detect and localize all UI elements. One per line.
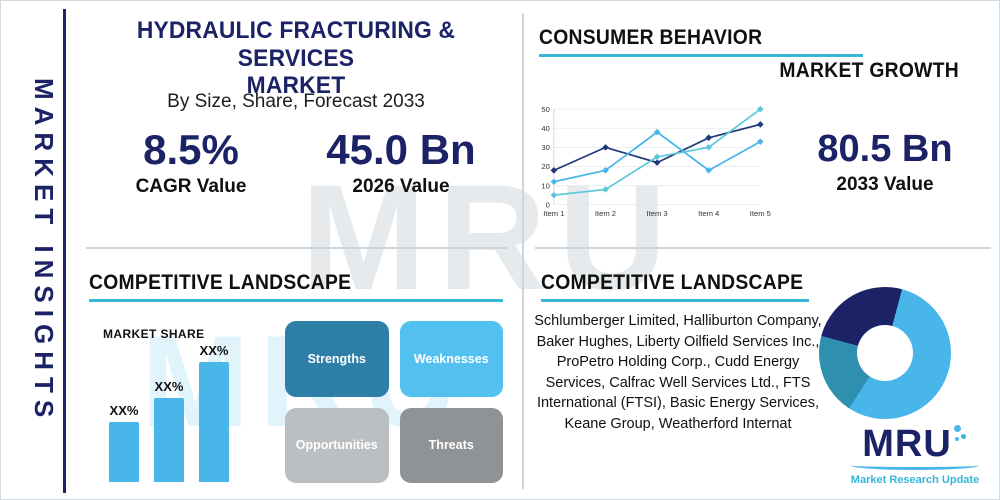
page-subtitle: By Size, Share, Forecast 2033 [167, 91, 425, 112]
growth-line-chart: 0 10 20 30 40 50 Item 1 Item 2 Item 3 Item 4 Item … [541, 105, 771, 218]
center-vertical-divider [522, 13, 524, 489]
cagr-value: 8.5% [143, 126, 239, 173]
sidebar-vertical-divider [63, 9, 66, 493]
bar-value-label: XX% [154, 379, 184, 394]
label-2026: 2026 Value [352, 176, 450, 198]
sidebar-market-insights-label: MARKET INSIGHTS [29, 77, 59, 425]
svg-text:50: 50 [541, 105, 549, 114]
svg-text:Item 4: Item 4 [698, 209, 720, 218]
donut-hole [857, 325, 913, 381]
left-horizontal-divider [86, 247, 508, 249]
swot-opportunities: Opportunities [285, 407, 389, 483]
right-horizontal-divider [535, 247, 991, 249]
heading-competitive-landscape-left: COMPETITIVE LANDSCAPE [89, 271, 352, 294]
market-share-bar-1: XX% [109, 403, 139, 482]
bar [154, 398, 184, 482]
swot-weaknesses: Weaknesses [399, 321, 503, 397]
swot-grid: Strengths Weaknesses Opportunities Threats [285, 321, 503, 483]
value-2033: 80.5 Bn [817, 128, 953, 170]
svg-text:Item 3: Item 3 [647, 209, 668, 218]
stat-2026-value: 45.0 Bn 2026 Value [296, 126, 506, 198]
bar [109, 422, 139, 482]
market-share-bar-3: XX% [199, 343, 229, 482]
svg-text:0: 0 [546, 200, 550, 209]
bar-value-label: XX% [199, 343, 229, 358]
competitive-landscape-right-underline [541, 299, 809, 302]
bar-value-label: XX% [109, 403, 139, 418]
mru-logo-swoosh-icon [851, 461, 979, 470]
consumer-behavior-underline [539, 54, 863, 57]
svg-text:40: 40 [541, 124, 549, 133]
market-share-label: MARKET SHARE [103, 327, 205, 341]
competitive-landscape-left-underline [89, 299, 503, 302]
heading-market-growth: MARKET GROWTH [779, 59, 959, 82]
swot-threats: Threats [399, 407, 503, 483]
svg-text:Item 1: Item 1 [543, 209, 564, 218]
page-title: HYDRAULIC FRACTURING & SERVICES MARKET [136, 17, 456, 100]
svg-text:20: 20 [541, 162, 549, 171]
bar [199, 362, 229, 482]
svg-text:Item 5: Item 5 [750, 209, 771, 218]
companies-list: Schlumberger Limited, Halliburton Compan… [534, 313, 822, 432]
svg-text:10: 10 [541, 181, 549, 190]
svg-text:30: 30 [541, 143, 549, 152]
mru-logo-tagline: Market Research Update [850, 474, 980, 486]
market-share-bars: XX% XX% XX% [109, 343, 269, 482]
svg-text:Item 2: Item 2 [595, 209, 616, 218]
heading-consumer-behavior: CONSUMER BEHAVIOR [539, 26, 763, 49]
label-2033: 2033 Value [836, 173, 934, 195]
donut-chart [819, 287, 951, 419]
stat-2033-value: 80.5 Bn 2033 Value [789, 128, 981, 196]
heading-competitive-landscape-right: COMPETITIVE LANDSCAPE [541, 271, 804, 294]
market-share-bar-2: XX% [154, 379, 184, 482]
stat-cagr: 8.5% CAGR Value [96, 126, 286, 198]
mru-logo: MRU Market Research Update [839, 425, 991, 486]
cagr-label: CAGR Value [135, 176, 247, 198]
swot-strengths: Strengths [285, 321, 389, 397]
mru-logo-text: MRU [862, 423, 952, 465]
value-2026: 45.0 Bn [326, 126, 476, 173]
mru-logo-dots-icon [952, 425, 968, 459]
